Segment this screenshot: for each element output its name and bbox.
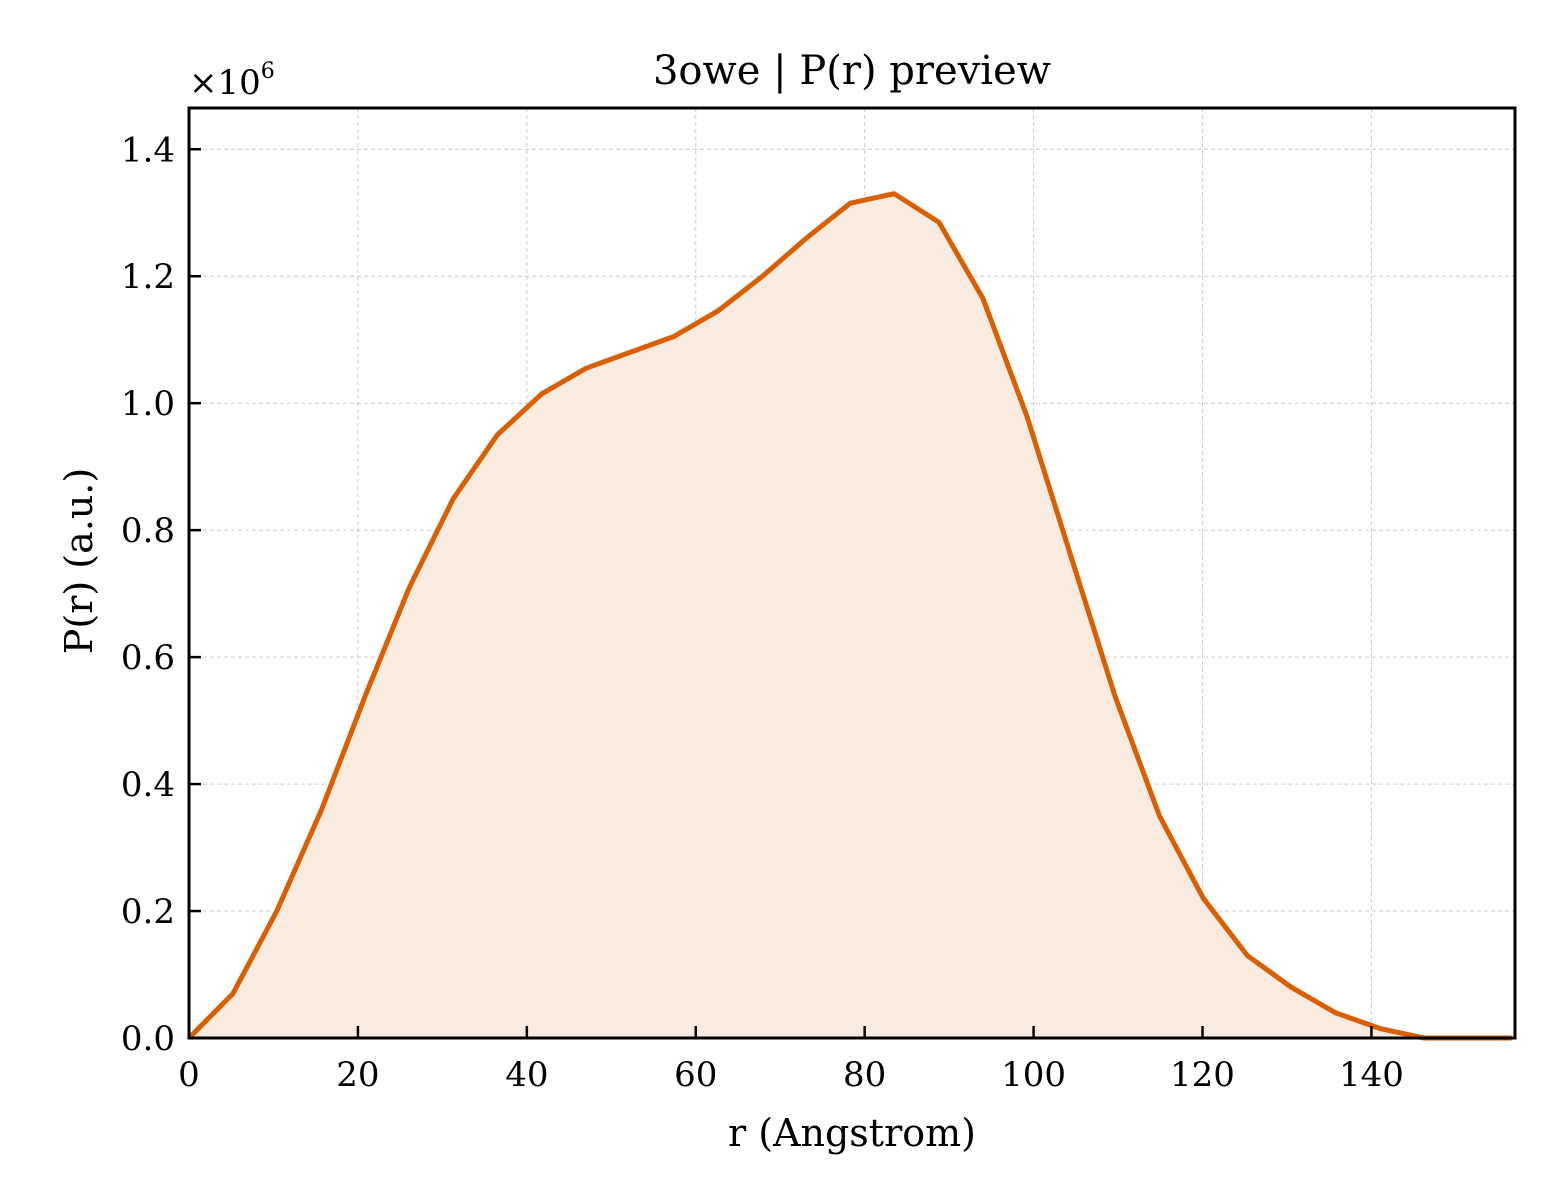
- y-tick-label: 0.8: [121, 511, 175, 551]
- x-tick-label: 100: [1001, 1055, 1066, 1095]
- x-tick-label: 80: [843, 1055, 886, 1095]
- y-tick-label: 1.4: [121, 130, 175, 170]
- y-axis-multiplier: ×106: [189, 59, 275, 103]
- x-tick-label: 40: [505, 1055, 548, 1095]
- y-tick-label: 1.2: [121, 257, 175, 297]
- chart-title: 3owe | P(r) preview: [653, 48, 1051, 94]
- y-multiplier-exponent: 6: [261, 59, 275, 84]
- x-tick-label: 60: [674, 1055, 717, 1095]
- x-tick-label: 20: [336, 1055, 379, 1095]
- area-fill: [189, 193, 1512, 1038]
- ticks: 0 20 40 60 80 100 120 140 0.0 0.2 0.4 0.6 0.8 1.0 1.2 1…: [121, 130, 1404, 1095]
- x-tick-label: 0: [178, 1055, 200, 1095]
- series-line: [187, 191, 1512, 1041]
- y-tick-label: 1.0: [121, 384, 175, 424]
- x-tick-label: 140: [1339, 1055, 1404, 1095]
- y-tick-label: 0.4: [121, 765, 175, 805]
- y-axis-label: P(r) (a.u.): [57, 468, 101, 654]
- y-multiplier-base: ×10: [189, 63, 261, 103]
- x-tick-label: 120: [1170, 1055, 1235, 1095]
- y-tick-label: 0.6: [121, 638, 175, 678]
- y-tick-label: 0.2: [121, 892, 175, 932]
- x-axis-label: r (Angstrom): [728, 1111, 976, 1155]
- y-tick-label: 0.0: [121, 1019, 175, 1059]
- plot-frame: [187, 106, 1517, 1040]
